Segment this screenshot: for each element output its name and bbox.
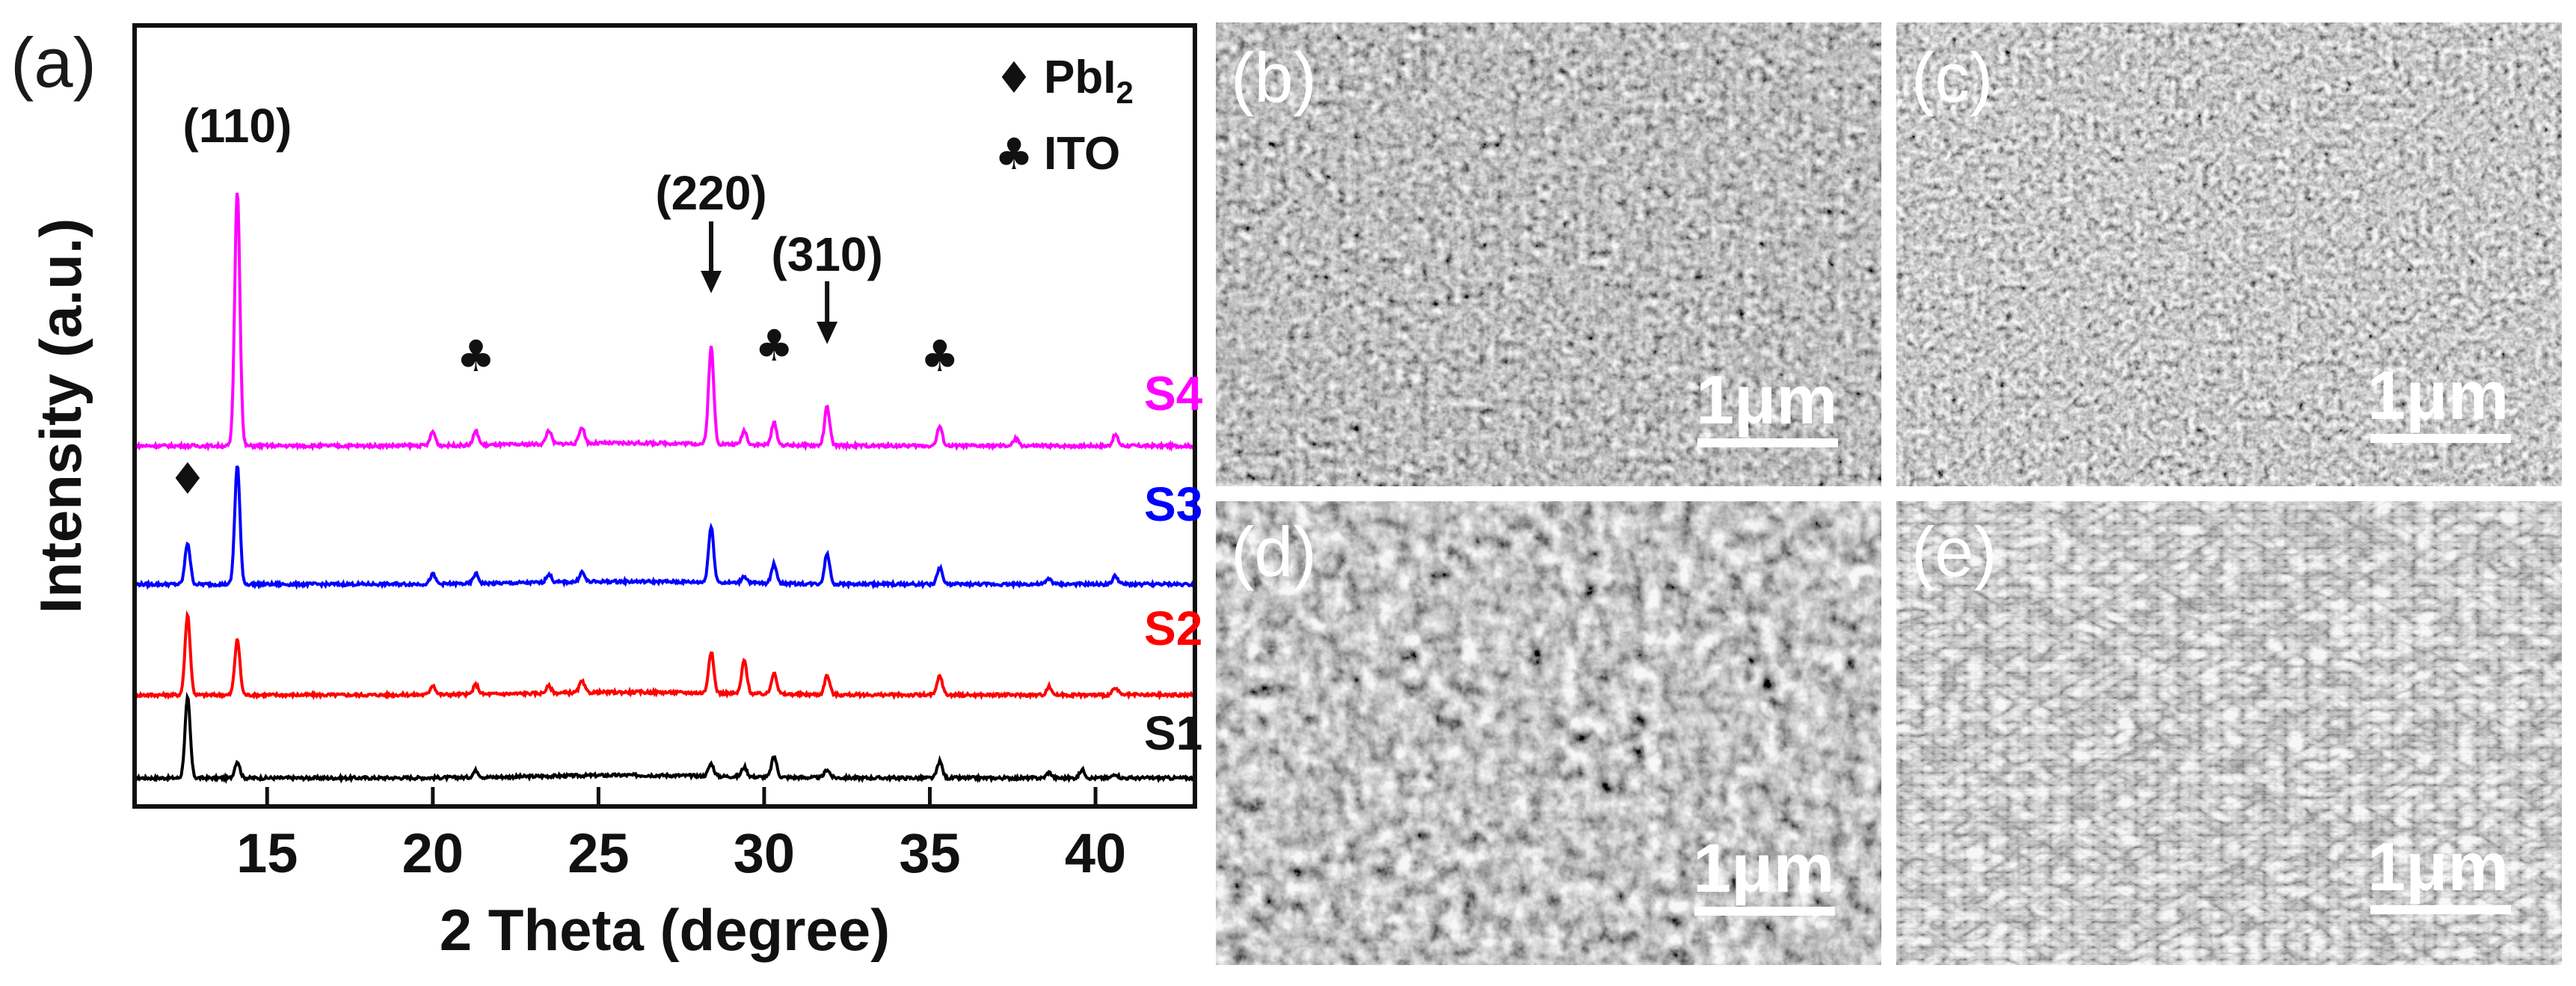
scale-text-c: 1μm: [2367, 358, 2509, 434]
ito-peak-marker: ♣: [920, 331, 959, 382]
scale-text-d: 1μm: [1693, 830, 1834, 907]
panel-label-a: (a): [10, 23, 96, 102]
series-label-s1: S1: [1144, 706, 1202, 760]
arrow-220: [701, 221, 722, 293]
peak-label-310: (310): [771, 227, 882, 281]
series-label-s3: S3: [1144, 477, 1202, 531]
sem-texture-c: [1896, 22, 2562, 486]
x-tick-label-35: 35: [899, 822, 960, 884]
legend-ito-label: ITO: [1044, 128, 1120, 180]
sem-label-e: (e): [1911, 512, 1997, 591]
series-label-s2: S2: [1144, 601, 1202, 655]
pbi2-peak-marker: ♦: [168, 453, 207, 504]
peak-label-110: (110): [182, 99, 292, 153]
peak-label-220: (220): [655, 166, 766, 220]
series-group: [133, 192, 1196, 785]
sem-panel-b: (b) 1μm: [1216, 22, 1881, 486]
x-axis-title: 2 Theta (degree): [440, 897, 890, 963]
scale-bar-e: [2370, 905, 2511, 914]
ito-peak-marker: ♣: [754, 320, 793, 371]
xrd-chart: (a) 15 20 25 30 35 40 2 Theta (degree) I…: [10, 23, 1203, 963]
ito-peak-marker: ♣: [456, 331, 495, 382]
y-axis-title: Intensity (a.u.): [28, 218, 93, 614]
series-line-s3: [133, 465, 1196, 590]
x-tick-label-20: 20: [402, 822, 464, 884]
legend-ito-symbol: ♣: [995, 129, 1033, 180]
series-line-s2: [133, 610, 1195, 701]
plot-frame: [132, 23, 1197, 809]
scale-bar-d: [1694, 907, 1835, 916]
sem-label-b: (b): [1231, 38, 1317, 117]
sem-texture-e: [1896, 501, 2562, 965]
sem-label-c: (c): [1911, 38, 1994, 117]
scale-text-b: 1μm: [1696, 362, 1837, 438]
x-tick-label-25: 25: [568, 822, 629, 884]
series-line-s4: [134, 192, 1195, 452]
sem-panel-d: (d) 1μm: [1216, 501, 1881, 965]
legend-pbi2-label: PbI2: [1044, 52, 1134, 110]
sem-texture-b: [1216, 22, 1881, 486]
arrow-310: [817, 281, 838, 344]
x-tick-label-30: 30: [734, 822, 795, 884]
legend: ♦ PbI2 ♣ ITO: [995, 52, 1134, 180]
legend-pbi2-symbol: ♦: [995, 52, 1033, 103]
scale-bar-c: [2370, 434, 2511, 443]
series-label-s4: S4: [1144, 367, 1203, 420]
x-tick-label-40: 40: [1065, 822, 1126, 884]
series-line-s1: [134, 691, 1196, 785]
x-ticks: 15 20 25 30 35 40: [236, 787, 1126, 884]
scale-text-e: 1μm: [2367, 829, 2509, 905]
sem-texture-d: [1216, 501, 1881, 965]
x-tick-label-15: 15: [236, 822, 298, 884]
scale-bar-b: [1697, 438, 1838, 447]
sem-panel-c: (c) 1μm: [1896, 22, 2562, 486]
sem-label-d: (d): [1231, 512, 1317, 591]
sem-panel-e: (e) 1μm: [1896, 501, 2562, 965]
